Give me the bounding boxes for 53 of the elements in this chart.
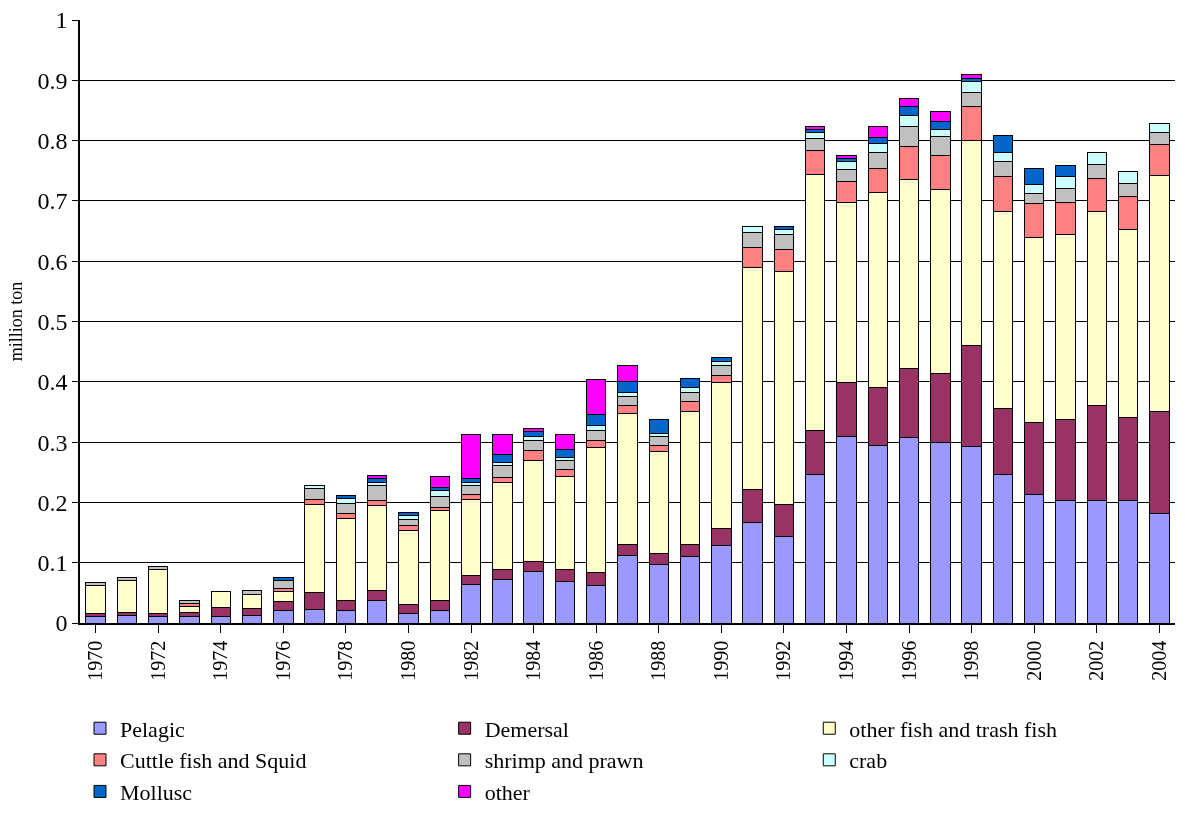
- legend-label: Demersal: [484, 716, 569, 742]
- x-tick-label: 1972: [146, 640, 169, 681]
- bar: [961, 73, 982, 79]
- y-tick-label: 0.1: [37, 550, 68, 577]
- legend-label: shrimp and prawn: [484, 748, 644, 774]
- legend-label: Pelagic: [120, 716, 185, 742]
- bar: [148, 569, 169, 614]
- x-tick-label: 2002: [1085, 640, 1108, 681]
- y-tick-label: 0.7: [37, 188, 68, 215]
- legend-label: Cuttle fish and Squid: [120, 748, 307, 774]
- x-tick-label: 1994: [835, 640, 857, 681]
- bar: [367, 485, 388, 502]
- x-tick-label: 1978: [334, 640, 357, 681]
- y-tick-label: 0.5: [37, 308, 68, 335]
- y-tick-label: 0.2: [37, 489, 68, 516]
- y-axis-title: million ton: [6, 281, 27, 362]
- y-tick-label: 0.9: [37, 67, 68, 94]
- x-tick-label: 1984: [522, 640, 545, 681]
- x-tick-label: 1970: [84, 640, 107, 681]
- x-tick-label: 1990: [709, 640, 732, 681]
- bar: [711, 356, 732, 363]
- x-tick-label: 2004: [1147, 640, 1170, 681]
- legend-label: other: [484, 780, 531, 805]
- x-tick-label: 1992: [772, 640, 795, 681]
- x-tick-label: 1986: [584, 640, 607, 681]
- bar: [773, 226, 795, 231]
- y-tick-label: 0.4: [37, 369, 68, 396]
- y-tick-label: 0.8: [37, 128, 68, 154]
- bar: [116, 579, 138, 613]
- bar: [492, 465, 513, 479]
- x-tick-label: 2000: [1022, 640, 1045, 681]
- x-tick-label: 1988: [647, 640, 670, 681]
- bar: [648, 419, 669, 434]
- bar: [335, 502, 357, 515]
- y-tick-label: 0.3: [37, 429, 68, 456]
- x-tick-label: 1996: [897, 640, 920, 681]
- x-tick-label: 1976: [271, 640, 294, 681]
- x-tick-label: 1998: [960, 640, 983, 681]
- y-tick-label: 0.6: [37, 248, 68, 275]
- bar: [367, 474, 388, 479]
- bar: [429, 475, 450, 488]
- y-tick-label: 0: [55, 610, 68, 637]
- legend-label: Mollusc: [120, 780, 193, 805]
- y-tick-label: 1: [55, 7, 68, 34]
- bar: [85, 585, 106, 615]
- bar: [304, 488, 325, 501]
- x-tick-label: 1982: [459, 640, 482, 681]
- x-tick-label: 1974: [209, 640, 232, 681]
- legend-label: crab: [849, 748, 888, 774]
- bar: [836, 154, 857, 160]
- x-tick-label: 1980: [397, 640, 419, 681]
- legend-label: other fish and trash fish: [849, 716, 1057, 742]
- bar: [273, 580, 294, 589]
